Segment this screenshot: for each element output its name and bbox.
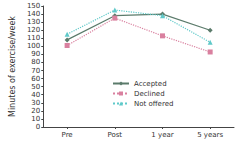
svg-text:100: 100 — [27, 42, 40, 50]
svg-text:90: 90 — [31, 50, 40, 58]
svg-text:60: 60 — [31, 75, 40, 83]
svg-text:Declined: Declined — [134, 90, 165, 98]
svg-text:Minutes of exercise/week: Minutes of exercise/week — [8, 16, 17, 117]
svg-text:Pre: Pre — [62, 131, 73, 139]
svg-text:0: 0 — [36, 123, 40, 131]
svg-text:Post: Post — [107, 131, 122, 139]
svg-text:110: 110 — [27, 34, 40, 42]
svg-text:Not offered: Not offered — [134, 100, 173, 108]
svg-text:40: 40 — [31, 91, 40, 99]
svg-text:5 years: 5 years — [197, 131, 223, 139]
svg-text:1 year: 1 year — [151, 131, 173, 139]
svg-text:50: 50 — [31, 83, 40, 91]
svg-text:140: 140 — [27, 10, 40, 18]
svg-text:Accepted: Accepted — [134, 80, 167, 88]
svg-text:150: 150 — [27, 2, 40, 10]
svg-text:10: 10 — [31, 115, 40, 123]
svg-text:30: 30 — [31, 99, 40, 107]
svg-text:120: 120 — [27, 26, 40, 34]
svg-text:80: 80 — [31, 58, 40, 66]
svg-text:20: 20 — [31, 107, 40, 115]
svg-text:130: 130 — [27, 18, 40, 26]
svg-text:70: 70 — [31, 67, 40, 75]
